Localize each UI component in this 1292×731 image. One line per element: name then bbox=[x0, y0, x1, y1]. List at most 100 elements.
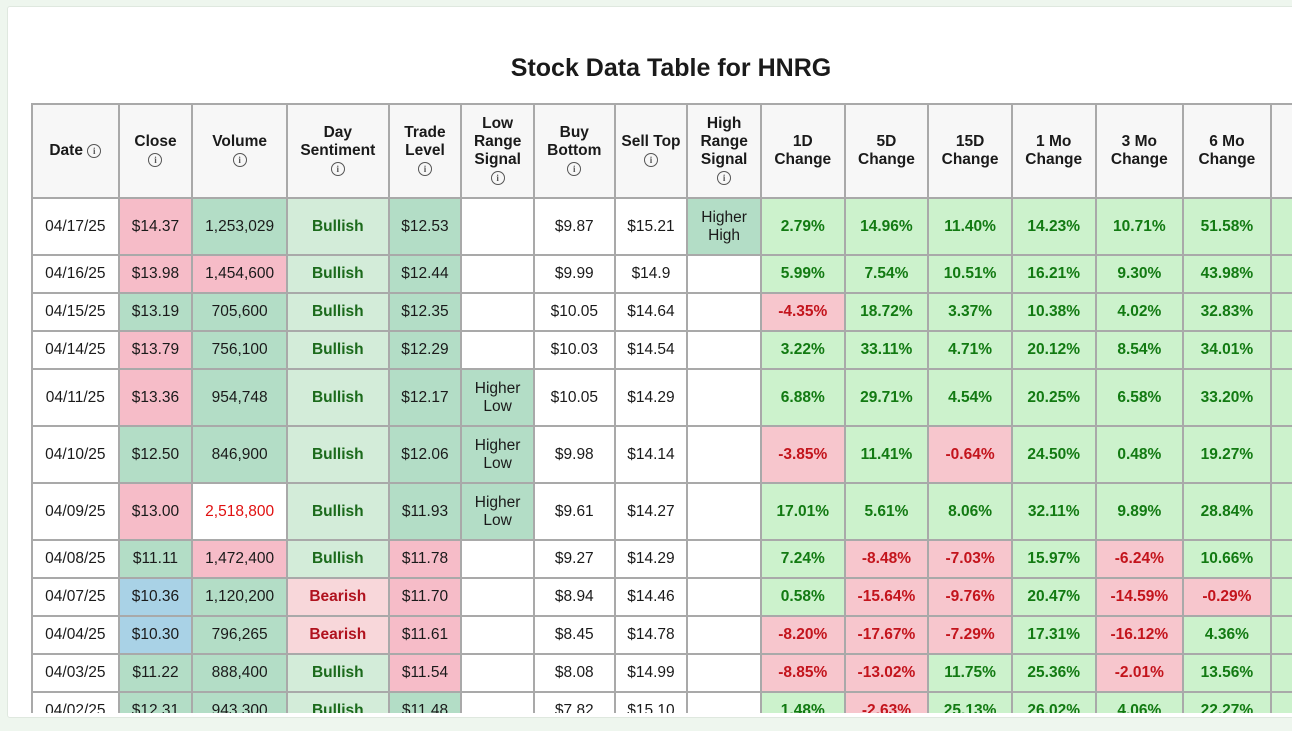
sell-top-cell: $14.27 bbox=[613, 482, 689, 541]
info-icon[interactable]: i bbox=[717, 170, 732, 185]
change-cell: 3.22% bbox=[759, 330, 846, 370]
column-header-label: Low Range Signal bbox=[473, 115, 522, 168]
info-icon[interactable]: i bbox=[417, 161, 432, 176]
close-cell: $12.31 bbox=[117, 691, 194, 713]
high-range-signal-cell bbox=[686, 425, 762, 484]
change-cell: 8.06% bbox=[927, 482, 1013, 541]
table-scroll-area[interactable]: Date i Close i Volume i Day Sentiment i Trade L… bbox=[31, 103, 1292, 713]
change-cell: 20.25% bbox=[1010, 368, 1097, 427]
low-range-signal-cell: Higher Low bbox=[460, 482, 535, 541]
column-header-label: 1D Change bbox=[774, 133, 832, 168]
high-range-signal-cell bbox=[686, 539, 762, 579]
table-row[interactable]: 04/03/25 $11.22 888,400 Bullish $11.54 $8.08 $… bbox=[31, 653, 1292, 693]
trade-level-cell: $11.48 bbox=[387, 691, 463, 713]
low-range-signal-cell bbox=[460, 691, 535, 713]
buy-bottom-cell: $9.27 bbox=[532, 539, 616, 579]
column-header[interactable]: 15D Change bbox=[927, 103, 1013, 199]
buy-bottom-cell: $9.99 bbox=[532, 254, 616, 294]
table-row[interactable]: 04/10/25 $12.50 846,900 Bullish $12.06 Higher… bbox=[31, 425, 1292, 484]
column-header[interactable]: Buy Bottom i bbox=[532, 103, 616, 199]
info-icon[interactable]: i bbox=[490, 170, 505, 185]
change-cell: -17.67% bbox=[843, 615, 930, 655]
info-icon[interactable]: i bbox=[232, 152, 247, 167]
volume-cell: 1,454,600 bbox=[191, 254, 288, 294]
high-range-signal-cell bbox=[686, 577, 762, 617]
change-cell: 1 bbox=[1269, 482, 1292, 541]
table-row[interactable]: 04/07/25 $10.36 1,120,200 Bearish $11.70 $8.9… bbox=[31, 577, 1292, 617]
table-row[interactable]: 04/02/25 $12.31 943,300 Bullish $11.48 $7.82 $… bbox=[31, 691, 1292, 713]
info-icon[interactable]: i bbox=[567, 161, 582, 176]
high-range-signal-cell bbox=[686, 292, 762, 332]
buy-bottom-cell: $9.61 bbox=[532, 482, 616, 541]
table-row[interactable]: 04/09/25 $13.00 2,518,800 Bullish $11.93 High… bbox=[31, 482, 1292, 541]
change-cell: -0.29% bbox=[1182, 577, 1272, 617]
change-cell: 7.54% bbox=[843, 254, 930, 294]
volume-cell: 846,900 bbox=[191, 425, 288, 484]
change-cell: -14.59% bbox=[1094, 577, 1185, 617]
column-header[interactable]: Volume i bbox=[191, 103, 288, 199]
low-range-signal-cell bbox=[460, 615, 535, 655]
column-header-label: Sell Top bbox=[621, 133, 681, 150]
change-cell: 22.27% bbox=[1182, 691, 1272, 713]
table-row[interactable]: 04/14/25 $13.79 756,100 Bullish $12.29 $10.03… bbox=[31, 330, 1292, 370]
column-header[interactable]: Date i bbox=[31, 103, 120, 199]
change-cell: 1 bbox=[1269, 653, 1292, 693]
column-header[interactable]: 6 Mo Change bbox=[1182, 103, 1272, 199]
change-cell: 19.27% bbox=[1182, 425, 1272, 484]
low-range-signal-cell bbox=[460, 653, 535, 693]
change-cell: 10.66% bbox=[1182, 539, 1272, 579]
column-header[interactable]: Trade Level i bbox=[387, 103, 463, 199]
date-cell: 04/08/25 bbox=[31, 539, 120, 579]
trade-level-cell: $12.35 bbox=[387, 292, 463, 332]
table-row[interactable]: 04/04/25 $10.30 796,265 Bearish $11.61 $8.45 $… bbox=[31, 615, 1292, 655]
info-icon[interactable]: i bbox=[643, 152, 658, 167]
info-icon[interactable]: i bbox=[330, 161, 345, 176]
column-header[interactable]: 1 Mo Change bbox=[1010, 103, 1097, 199]
table-body: 04/17/25 $14.37 1,253,029 Bullish $12.53 $9.8… bbox=[31, 197, 1292, 713]
close-cell: $13.00 bbox=[117, 482, 194, 541]
table-row[interactable]: 04/15/25 $13.19 705,600 Bullish $12.35 $10.05… bbox=[31, 292, 1292, 332]
column-header[interactable]: 5D Change bbox=[843, 103, 930, 199]
change-cell: 1 bbox=[1269, 615, 1292, 655]
table-row[interactable]: 04/08/25 $11.11 1,472,400 Bullish $11.78 $9.2… bbox=[31, 539, 1292, 579]
buy-bottom-cell: $10.05 bbox=[532, 368, 616, 427]
column-header[interactable]: 1D Change bbox=[759, 103, 846, 199]
table-row[interactable]: 04/17/25 $14.37 1,253,029 Bullish $12.53 $9.8… bbox=[31, 197, 1292, 256]
trade-level-cell: $12.17 bbox=[387, 368, 463, 427]
date-cell: 04/04/25 bbox=[31, 615, 120, 655]
change-cell: 29.71% bbox=[843, 368, 930, 427]
change-cell: 8.54% bbox=[1094, 330, 1185, 370]
change-cell: 0.48% bbox=[1094, 425, 1185, 484]
change-cell: 1 bbox=[1269, 691, 1292, 713]
change-cell: 20.12% bbox=[1010, 330, 1097, 370]
sell-top-cell: $14.54 bbox=[613, 330, 689, 370]
sell-top-cell: $15.21 bbox=[613, 197, 689, 256]
table-row[interactable]: 04/11/25 $13.36 954,748 Bullish $12.17 Higher… bbox=[31, 368, 1292, 427]
info-icon[interactable]: i bbox=[148, 152, 163, 167]
date-cell: 04/11/25 bbox=[31, 368, 120, 427]
change-cell: 11.75% bbox=[927, 653, 1013, 693]
column-header[interactable]: 3 Mo Change bbox=[1094, 103, 1185, 199]
info-icon[interactable]: i bbox=[87, 143, 102, 158]
change-cell: 28.84% bbox=[1182, 482, 1272, 541]
change-cell: 34.01% bbox=[1182, 330, 1272, 370]
change-cell: 11.40% bbox=[927, 197, 1013, 256]
column-header[interactable]: Sell Top i bbox=[613, 103, 689, 199]
change-cell: 25.36% bbox=[1010, 653, 1097, 693]
sell-top-cell: $14.46 bbox=[613, 577, 689, 617]
change-cell: -7.29% bbox=[927, 615, 1013, 655]
trade-level-cell: $11.78 bbox=[387, 539, 463, 579]
table-row[interactable]: 04/16/25 $13.98 1,454,600 Bullish $12.44 $9.9… bbox=[31, 254, 1292, 294]
volume-cell: 796,265 bbox=[191, 615, 288, 655]
column-header-label: Buy Bottom bbox=[547, 124, 602, 159]
column-header[interactable]: Day Sentiment i bbox=[285, 103, 390, 199]
column-header[interactable]: High Range Signal i bbox=[686, 103, 762, 199]
trade-level-cell: $11.93 bbox=[387, 482, 463, 541]
column-header[interactable]: Low Range Signal i bbox=[460, 103, 535, 199]
day-sentiment-cell: Bullish bbox=[285, 368, 390, 427]
low-range-signal-cell bbox=[460, 197, 535, 256]
column-header-label: 5D Change bbox=[858, 133, 915, 168]
column-header[interactable]: C bbox=[1269, 103, 1292, 199]
change-cell: -4.35% bbox=[759, 292, 846, 332]
column-header[interactable]: Close i bbox=[117, 103, 194, 199]
